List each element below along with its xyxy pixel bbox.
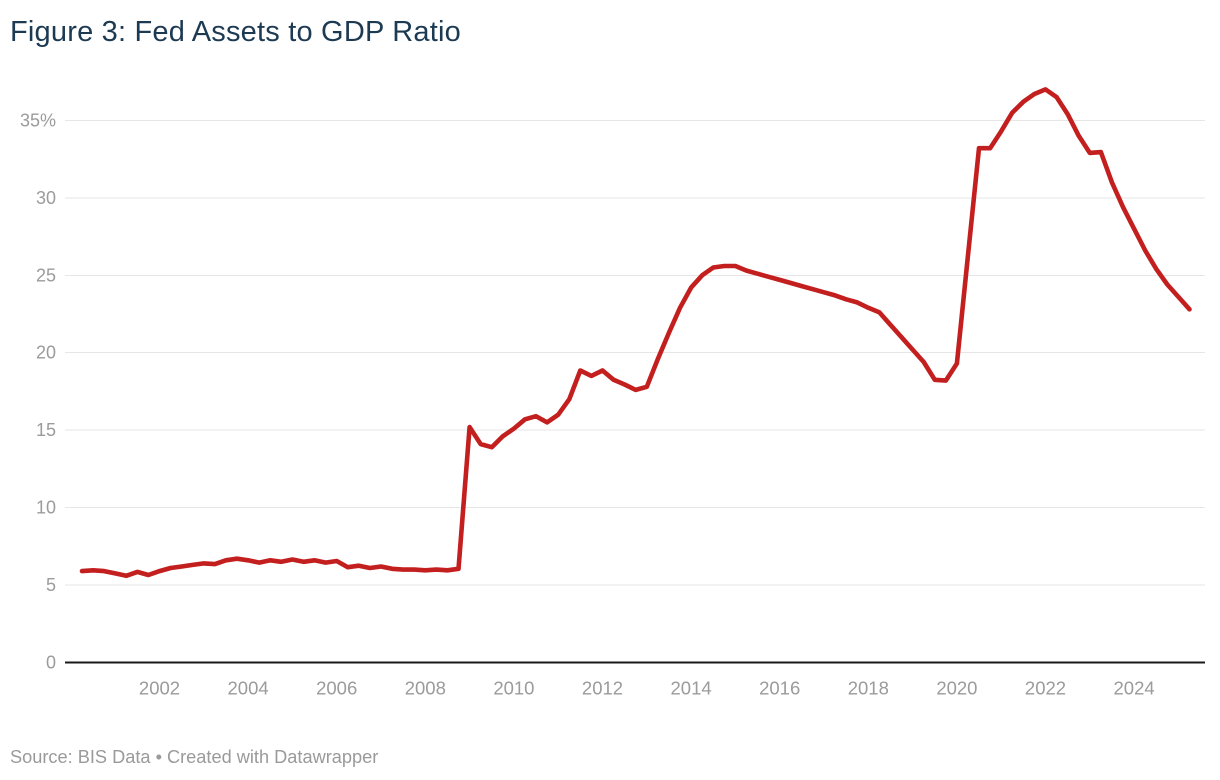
- y-tick-label: 10: [36, 498, 56, 518]
- y-tick-label: 25: [36, 265, 56, 285]
- x-tick-label: 2014: [671, 678, 712, 699]
- x-tick-label: 2004: [228, 678, 269, 699]
- x-tick-label: 2010: [493, 678, 534, 699]
- x-tick-label: 2018: [848, 678, 889, 699]
- y-tick-label: 30: [36, 188, 56, 208]
- series-line-fed-assets-to-gdp: [79, 87, 1192, 579]
- x-tick-label: 2020: [936, 678, 977, 699]
- x-tick-label: 2008: [405, 678, 446, 699]
- y-tick-label: 5: [46, 575, 56, 595]
- x-tick-label: 2024: [1114, 678, 1155, 699]
- y-tick-label: 15: [36, 420, 56, 440]
- x-tick-label: 2006: [316, 678, 357, 699]
- x-tick-label: 2002: [139, 678, 180, 699]
- x-tick-label: 2016: [759, 678, 800, 699]
- chart-title: Figure 3: Fed Assets to GDP Ratio: [10, 16, 461, 48]
- x-tick-label: 2022: [1025, 678, 1066, 699]
- y-tick-label: 0: [46, 653, 56, 673]
- source-attribution: Source: BIS Data • Created with Datawrap…: [10, 747, 379, 767]
- y-tick-label: 35%: [20, 110, 56, 130]
- x-tick-label: 2012: [582, 678, 623, 699]
- y-tick-label: 20: [36, 343, 56, 363]
